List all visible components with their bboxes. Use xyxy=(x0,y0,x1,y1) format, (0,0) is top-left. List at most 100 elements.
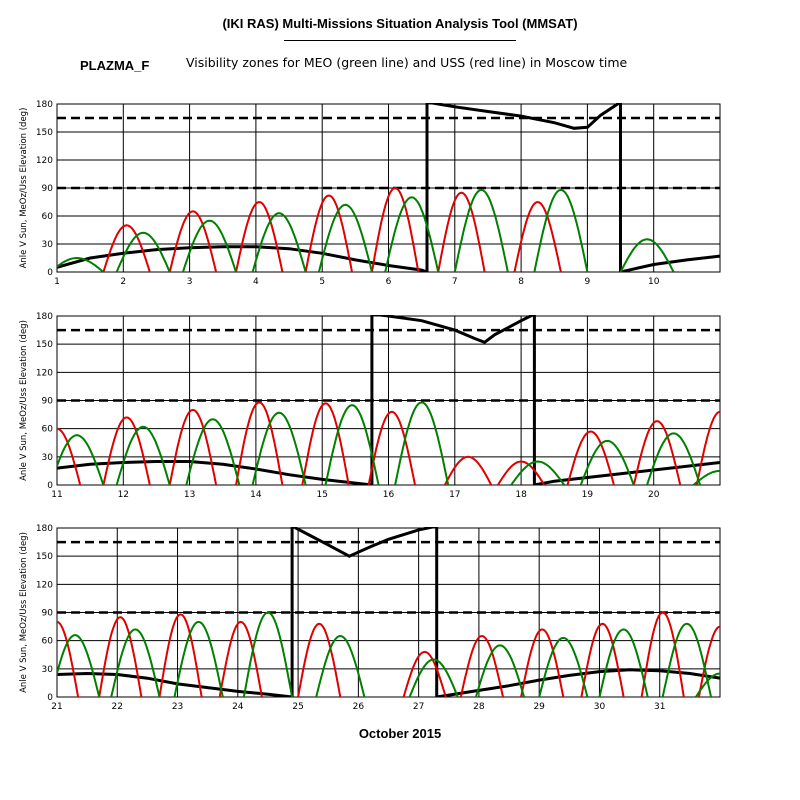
meo-visibility-arc xyxy=(173,620,224,697)
meo-visibility-arc xyxy=(394,401,450,485)
uss-visibility-arc xyxy=(497,460,546,485)
plot-area xyxy=(57,103,720,272)
sun-angle-line xyxy=(425,103,622,272)
y-tick-label: 120 xyxy=(36,368,53,378)
x-tick-label: 11 xyxy=(51,490,62,500)
x-tick-label: 5 xyxy=(319,277,325,287)
y-tick-label: 30 xyxy=(42,240,54,250)
meo-visibility-arc xyxy=(453,188,509,272)
x-tick-label: 27 xyxy=(413,702,424,712)
sun-angle-line xyxy=(534,461,720,485)
uss-visibility-arc xyxy=(301,402,350,485)
uss-visibility-arc xyxy=(168,210,218,272)
uss-visibility-arc xyxy=(513,200,562,272)
meo-visibility-arc xyxy=(695,672,720,697)
y-tick-label: 30 xyxy=(42,453,54,463)
uss-visibility-arc xyxy=(158,613,203,697)
meo-visibility-arc xyxy=(474,644,526,697)
meo-visibility-arc xyxy=(115,425,171,485)
y-tick-label: 90 xyxy=(42,184,54,194)
x-tick-label: 19 xyxy=(582,490,594,500)
sun-angle-line xyxy=(370,315,536,485)
uss-visibility-arc xyxy=(235,200,284,272)
uss-visibility-arc xyxy=(444,455,493,485)
uss-visibility-arc xyxy=(168,408,218,485)
uss-visibility-arc xyxy=(102,416,151,485)
meo-visibility-arc xyxy=(384,196,440,272)
x-tick-label: 25 xyxy=(292,702,303,712)
x-tick-label: 14 xyxy=(250,490,262,500)
uss-visibility-arc xyxy=(640,611,685,697)
x-tick-label: 8 xyxy=(518,277,524,287)
uss-visibility-arc xyxy=(697,625,720,697)
meo-visibility-arc xyxy=(538,636,589,697)
uss-visibility-arc xyxy=(57,620,80,697)
x-tick-label: 21 xyxy=(51,702,62,712)
meo-visibility-arc xyxy=(57,633,101,697)
x-tick-label: 20 xyxy=(648,490,660,500)
meo-visibility-arc xyxy=(408,658,459,697)
x-tick-label: 23 xyxy=(172,702,183,712)
sun-angle-line xyxy=(436,668,720,697)
sun-angle-line xyxy=(57,245,428,272)
x-tick-label: 10 xyxy=(648,277,660,287)
sun-angle-line xyxy=(620,254,720,272)
x-axis-month-label: October 2015 xyxy=(358,726,442,741)
y-axis-label: Anle V Sun, MeOz/Uss Elevation (deg) xyxy=(19,320,29,481)
y-axis-label: Anle V Sun, MeOz/Uss Elevation (deg) xyxy=(19,108,29,269)
y-tick-label: 120 xyxy=(36,156,53,166)
meo-visibility-arc xyxy=(317,203,373,272)
uss-visibility-arc xyxy=(235,401,284,485)
meo-visibility-arc xyxy=(182,219,237,272)
chart-subtitle: Visibility zones for MEO (green line) an… xyxy=(186,55,628,70)
x-tick-label: 28 xyxy=(473,702,485,712)
x-tick-label: 22 xyxy=(112,702,123,712)
y-tick-label: 150 xyxy=(36,128,53,138)
meo-visibility-arc xyxy=(110,628,161,697)
meo-visibility-arc xyxy=(692,469,720,485)
uss-visibility-arc xyxy=(98,616,143,697)
uss-visibility-arc xyxy=(297,622,342,697)
y-tick-label: 90 xyxy=(42,397,54,407)
satellite-name: PLAZMA_F xyxy=(80,58,150,73)
meo-visibility-arc xyxy=(57,434,105,485)
sun-angle-line xyxy=(57,460,373,485)
uss-visibility-arc xyxy=(459,634,504,697)
meo-visibility-arc xyxy=(242,611,294,697)
uss-visibility-arc xyxy=(632,420,682,485)
meo-visibility-arc xyxy=(533,188,589,272)
x-tick-label: 18 xyxy=(515,490,527,500)
x-tick-label: 31 xyxy=(654,702,665,712)
x-tick-label: 24 xyxy=(232,702,244,712)
y-tick-label: 60 xyxy=(42,212,54,222)
uss-visibility-arc xyxy=(580,622,625,697)
x-tick-label: 13 xyxy=(184,490,195,500)
x-tick-label: 6 xyxy=(386,277,392,287)
x-tick-label: 2 xyxy=(120,277,126,287)
chart-panel-1: 0 30 60 90 120 150 180 1 2 3 4 5 6 7 8 9 10 Anle V Sun, M… xyxy=(19,100,721,287)
uss-visibility-arc xyxy=(57,427,82,485)
y-tick-label: 90 xyxy=(42,609,54,619)
title-underline xyxy=(284,40,516,41)
x-tick-label: 3 xyxy=(187,277,193,287)
meo-visibility-arc xyxy=(251,212,307,272)
meo-visibility-arc xyxy=(315,634,366,697)
x-tick-label: 30 xyxy=(594,702,606,712)
y-tick-label: 180 xyxy=(36,524,53,534)
x-tick-label: 16 xyxy=(383,490,395,500)
uss-visibility-arc xyxy=(566,430,615,485)
plot-area xyxy=(57,527,720,697)
y-tick-label: 120 xyxy=(36,580,53,590)
y-tick-label: 150 xyxy=(36,340,53,350)
meo-visibility-arc xyxy=(57,256,105,272)
y-tick-label: 180 xyxy=(36,100,53,110)
uss-visibility-arc xyxy=(695,410,720,485)
x-tick-label: 29 xyxy=(533,702,545,712)
y-tick-label: 60 xyxy=(42,425,54,435)
y-tick-label: 30 xyxy=(42,665,54,675)
meo-visibility-arc xyxy=(510,460,566,485)
x-tick-label: 17 xyxy=(449,490,460,500)
x-tick-label: 26 xyxy=(353,702,365,712)
x-tick-label: 9 xyxy=(585,277,591,287)
meo-visibility-arc xyxy=(598,628,649,697)
